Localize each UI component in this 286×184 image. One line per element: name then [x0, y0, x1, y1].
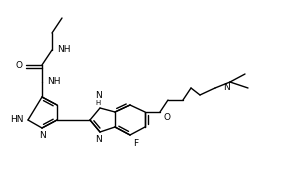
Text: HN: HN — [11, 116, 24, 125]
Text: H: H — [95, 100, 101, 106]
Text: F: F — [133, 139, 138, 148]
Text: N: N — [95, 91, 101, 100]
Text: O: O — [15, 61, 22, 70]
Text: N: N — [223, 84, 229, 93]
Text: NH: NH — [57, 45, 71, 54]
Text: NH: NH — [47, 77, 61, 86]
Text: N: N — [39, 132, 45, 141]
Text: O: O — [163, 112, 170, 121]
Text: N: N — [95, 135, 101, 144]
